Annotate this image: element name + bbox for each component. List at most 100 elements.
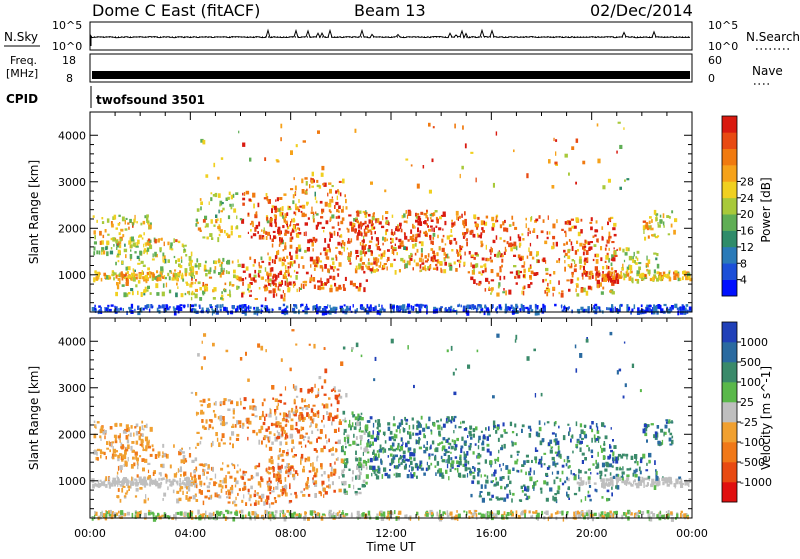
data-cell bbox=[253, 233, 256, 236]
data-cell bbox=[146, 441, 149, 445]
data-cell bbox=[316, 201, 318, 204]
data-cell bbox=[343, 288, 346, 291]
data-cell bbox=[342, 179, 345, 184]
data-cell bbox=[273, 473, 275, 478]
data-cell bbox=[626, 482, 627, 486]
data-cell bbox=[501, 259, 503, 263]
data-cell bbox=[321, 481, 324, 485]
data-cell bbox=[344, 194, 346, 197]
data-cell bbox=[146, 484, 148, 486]
data-cell bbox=[552, 236, 555, 239]
data-cell bbox=[441, 427, 442, 431]
data-cell bbox=[337, 242, 340, 246]
data-cell bbox=[356, 286, 358, 289]
data-cell bbox=[326, 220, 329, 224]
data-cell bbox=[215, 266, 217, 270]
data-cell bbox=[140, 444, 143, 446]
data-cell bbox=[238, 264, 241, 267]
data-cell bbox=[360, 435, 363, 439]
data-cell bbox=[261, 229, 263, 231]
data-cell bbox=[191, 282, 194, 285]
data-cell bbox=[294, 212, 296, 215]
data-cell bbox=[283, 402, 286, 404]
data-cell bbox=[249, 274, 252, 278]
data-cell bbox=[202, 469, 204, 472]
data-cell bbox=[465, 467, 468, 470]
data-cell bbox=[221, 291, 223, 294]
data-cell bbox=[564, 260, 565, 263]
data-cell bbox=[303, 281, 306, 283]
data-cell bbox=[331, 389, 333, 392]
data-cell bbox=[383, 449, 384, 453]
data-cell bbox=[198, 281, 201, 284]
data-cell bbox=[272, 239, 275, 243]
data-cell bbox=[314, 511, 316, 513]
data-cell bbox=[267, 253, 268, 256]
data-cell bbox=[128, 457, 129, 461]
data-cell bbox=[93, 251, 95, 255]
data-cell bbox=[362, 262, 365, 265]
data-cell bbox=[327, 268, 330, 272]
data-cell bbox=[273, 487, 274, 490]
data-cell bbox=[371, 226, 373, 229]
data-cell bbox=[421, 269, 423, 272]
data-cell bbox=[242, 476, 245, 480]
data-cell bbox=[461, 446, 464, 449]
data-cell bbox=[407, 474, 410, 478]
data-cell bbox=[375, 420, 377, 423]
noise-trace bbox=[91, 30, 690, 46]
data-cell bbox=[332, 447, 334, 451]
data-cell bbox=[433, 228, 435, 233]
data-cell bbox=[238, 131, 239, 134]
data-cell bbox=[663, 221, 665, 225]
data-cell bbox=[249, 199, 252, 202]
data-cell bbox=[215, 493, 217, 498]
data-cell bbox=[659, 481, 660, 486]
data-cell bbox=[497, 306, 498, 310]
data-cell bbox=[378, 472, 380, 474]
data-cell bbox=[123, 430, 126, 433]
data-cell bbox=[369, 431, 371, 435]
data-cell bbox=[320, 253, 322, 256]
data-cell bbox=[474, 222, 476, 224]
data-cell bbox=[296, 223, 299, 225]
data-cell bbox=[259, 416, 262, 420]
data-cell bbox=[572, 451, 574, 454]
data-cell bbox=[458, 514, 461, 518]
data-cell bbox=[100, 429, 103, 433]
data-cell bbox=[183, 305, 185, 309]
data-cell bbox=[426, 210, 428, 213]
data-cell bbox=[126, 267, 128, 271]
data-cell bbox=[521, 304, 523, 309]
data-cell bbox=[252, 399, 254, 403]
data-cell bbox=[110, 426, 113, 430]
data-cell bbox=[360, 440, 361, 445]
y-tick-label: 1000 bbox=[58, 269, 86, 282]
data-cell bbox=[96, 276, 99, 280]
data-cell bbox=[269, 447, 272, 451]
data-cell bbox=[504, 511, 506, 515]
data-cell bbox=[510, 272, 513, 274]
data-cell bbox=[522, 238, 524, 241]
data-cell bbox=[245, 515, 247, 519]
data-cell bbox=[217, 218, 219, 221]
data-cell bbox=[576, 241, 578, 244]
data-cell bbox=[524, 494, 527, 496]
data-cell bbox=[342, 474, 345, 477]
data-cell bbox=[275, 486, 278, 490]
data-cell bbox=[275, 199, 276, 201]
data-cell bbox=[552, 287, 555, 289]
data-cell bbox=[280, 295, 282, 299]
data-cell bbox=[450, 443, 452, 446]
data-cell bbox=[611, 263, 613, 267]
data-cell bbox=[454, 468, 456, 470]
data-cell bbox=[96, 250, 98, 254]
data-cell bbox=[261, 494, 264, 499]
data-cell bbox=[119, 245, 121, 248]
colorbar-swatch bbox=[722, 116, 737, 133]
data-cell bbox=[345, 446, 347, 448]
data-cell bbox=[583, 252, 585, 256]
data-cell bbox=[404, 236, 407, 240]
data-cell bbox=[675, 484, 676, 489]
data-cell bbox=[280, 510, 283, 513]
